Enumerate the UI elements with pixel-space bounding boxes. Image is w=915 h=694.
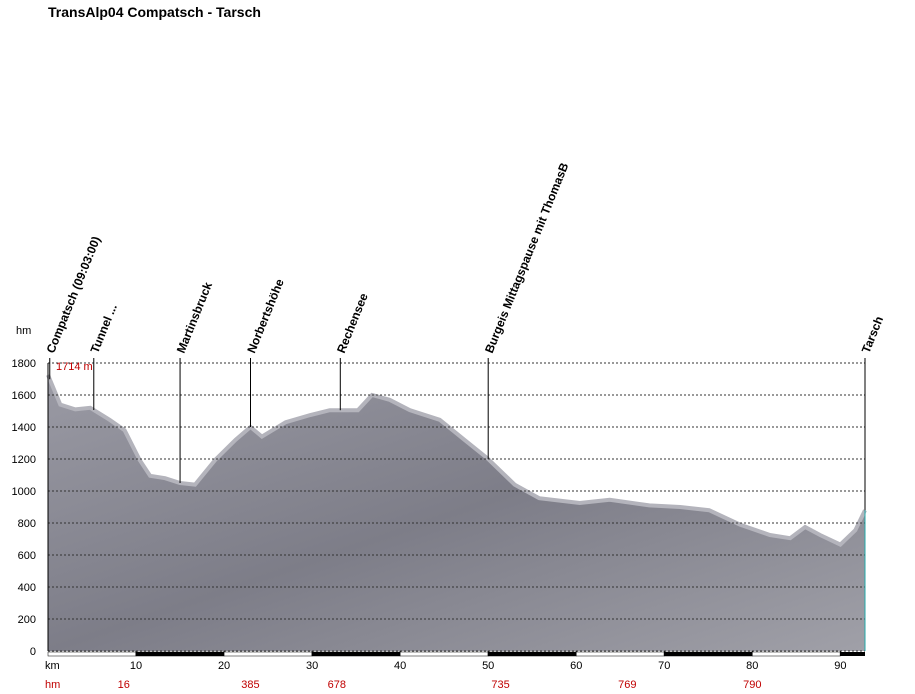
- climb-value: 769: [618, 679, 636, 691]
- x-axis-segment: [840, 652, 865, 656]
- x-tick-label: 50: [482, 660, 494, 672]
- waypoint-label: Rechensee: [334, 291, 371, 355]
- profile-line: [46, 374, 867, 547]
- y-tick-label: 800: [18, 518, 36, 530]
- x-tick-label: 60: [570, 660, 582, 672]
- x-axis-label: km: [45, 660, 60, 672]
- x-tick-label: 30: [306, 660, 318, 672]
- waypoint-label: Norbertshöhe: [244, 277, 287, 355]
- x-tick-label: 90: [834, 660, 846, 672]
- climb-value: 678: [328, 679, 346, 691]
- y-tick-label: 1800: [12, 358, 36, 370]
- waypoint-label: Tunnel ...: [88, 302, 120, 355]
- y-tick-label: 1200: [12, 454, 36, 466]
- x-axis-segment: [487, 651, 577, 657]
- climb-value: 16: [118, 679, 130, 691]
- climb-label: hm: [45, 679, 60, 691]
- x-tick-label: 10: [130, 660, 142, 672]
- x-axis-segment: [223, 651, 313, 657]
- x-axis-segment: [135, 651, 225, 657]
- y-tick-label: 1000: [12, 486, 36, 498]
- profile-area: [48, 375, 865, 651]
- y-tick-label: 400: [18, 582, 36, 594]
- x-tick-label: 80: [746, 660, 758, 672]
- max-label: 1714 m: [56, 361, 93, 373]
- x-tick-label: 70: [658, 660, 670, 672]
- x-axis-segment: [752, 651, 841, 657]
- x-tick-label: 20: [218, 660, 230, 672]
- x-axis-segment: [311, 651, 401, 657]
- climb-value: 790: [743, 679, 761, 691]
- y-tick-label: 1400: [12, 422, 36, 434]
- y-tick-label: 600: [18, 550, 36, 562]
- waypoint-label: Tarsch: [859, 314, 886, 355]
- x-axis-segment: [399, 651, 489, 657]
- waypoint-label: Martinsbruck: [174, 280, 215, 355]
- x-axis-segment: [47, 651, 137, 657]
- climb-value: 735: [491, 679, 509, 691]
- chart-title: TransAlp04 Compatsch - Tarsch: [48, 4, 261, 20]
- y-tick-label: 0: [30, 646, 36, 658]
- y-tick-label: 200: [18, 614, 36, 626]
- climb-value: 385: [241, 679, 259, 691]
- x-axis-segment: [664, 651, 753, 657]
- y-axis-label: hm: [16, 325, 31, 337]
- x-tick-label: 40: [394, 660, 406, 672]
- y-tick-label: 1600: [12, 390, 36, 402]
- waypoint-label: Burgeis Mittagspause mit ThomasB: [482, 160, 572, 355]
- x-axis-segment: [575, 651, 665, 657]
